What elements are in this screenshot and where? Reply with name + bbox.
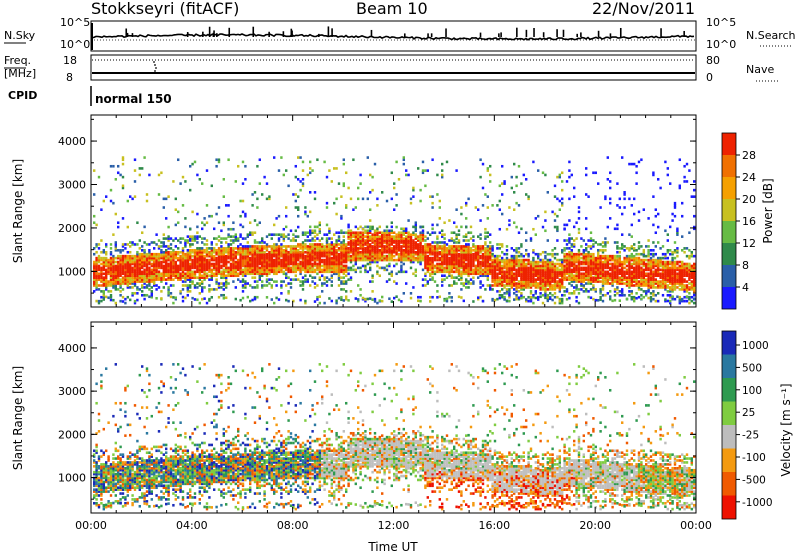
power-colorbar-label: Power [dB] (761, 178, 775, 243)
y-tick-label: 1000 (58, 472, 86, 485)
x-tick-label: 20:00 (579, 519, 611, 532)
x-tick-label: 04:00 (176, 519, 208, 532)
colorbar-tick-label: 8 (742, 259, 749, 272)
x-tick-label: 12:00 (378, 519, 410, 532)
nsky-tick-top: 10^5 (60, 16, 90, 29)
x-axis-title: Time UT (367, 540, 418, 554)
colorbar-swatch (722, 133, 736, 155)
y-tick-label: 3000 (58, 385, 86, 398)
velocity-colorbar: 1000 500 100 25 -25 -100 -500 -1000 (721, 330, 773, 520)
nsky-label: N.Sky (4, 29, 36, 42)
y-tick-label: 1000 (58, 265, 86, 278)
nave-label: Nave (746, 63, 774, 76)
nave-tick-bottom: 0 (706, 71, 713, 84)
station-title: Stokkseyri (fitACF) (91, 0, 240, 18)
power-scatter (93, 156, 696, 305)
freq-panel: Freq. [MHz] 18 8 80 0 Nave (4, 54, 778, 84)
colorbar-swatch (722, 243, 736, 265)
colorbar-swatch (722, 378, 736, 402)
nsearch-tick-top: 10^5 (706, 16, 736, 29)
y-tick-label: 4000 (58, 342, 86, 355)
date-label: 22/Nov/2011 (592, 0, 696, 18)
colorbar-tick-label: -500 (742, 474, 766, 486)
nsearch-label: N.Search (746, 29, 796, 42)
velocity-axes: 4000 3000 2000 1000 00:00 04:00 08:00 12:00 16:0… (58, 322, 712, 532)
power-colorbar: 28 24 20 16 12 8 4 (721, 132, 756, 310)
x-tick-label: 00:00 (680, 519, 712, 532)
nave-tick-top: 80 (706, 54, 720, 67)
cpid-label: CPID (8, 89, 37, 102)
colorbar-swatch (722, 448, 736, 472)
colorbar-tick-label: 28 (742, 149, 756, 162)
velocity-panel: 4000 3000 2000 1000 00:00 04:00 08:00 12:00 16:0… (11, 321, 793, 532)
velocity-colorbar-label: Velocity [m s⁻¹] (779, 383, 793, 476)
nsky-trace (91, 23, 696, 50)
colorbar-tick-label: 20 (742, 193, 756, 206)
colorbar-swatch (722, 331, 736, 355)
nsearch-tick-bottom: 10^0 (706, 38, 736, 51)
freq-label: Freq. (4, 54, 31, 67)
freq-tick-top: 18 (63, 54, 77, 67)
colorbar-swatch (722, 425, 736, 449)
power-panel: 4000 3000 2000 1000 Slant Range [km] 28 24 20… (11, 114, 775, 310)
beam-label: Beam 10 (356, 0, 428, 18)
colorbar-swatch (722, 221, 736, 243)
freq-unit: [MHz] (4, 67, 36, 80)
nsky-tick-bottom: 10^0 (60, 38, 90, 51)
colorbar-tick-label: 25 (742, 407, 755, 419)
colorbar-swatch (722, 155, 736, 177)
colorbar-tick-label: 4 (742, 281, 749, 294)
nsky-panel: N.Sky 10^5 10^0 10^5 10^0 N.Search (4, 16, 796, 52)
y-tick-label: 4000 (58, 135, 86, 148)
power-ylabel: Slant Range [km] (11, 159, 25, 263)
cpid-value: normal 150 (95, 92, 172, 106)
colorbar-swatch (722, 495, 736, 519)
colorbar-tick-label: 24 (742, 171, 756, 184)
colorbar-tick-label: 16 (742, 215, 756, 228)
y-tick-label: 3000 (58, 179, 86, 192)
colorbar-tick-label: -25 (742, 430, 759, 442)
colorbar-tick-label: 500 (742, 362, 762, 374)
colorbar-tick-label: 12 (742, 237, 756, 250)
colorbar-swatch (722, 287, 736, 309)
y-tick-label: 2000 (58, 222, 86, 235)
y-tick-label: 2000 (58, 428, 86, 441)
colorbar-swatch (722, 472, 736, 496)
velocity-ylabel: Slant Range [km] (11, 366, 25, 470)
colorbar-tick-label: 1000 (742, 340, 769, 352)
colorbar-swatch (722, 199, 736, 221)
velocity-scatter (93, 363, 696, 511)
x-tick-label: 00:00 (75, 519, 107, 532)
freq-tick-bottom: 8 (66, 71, 73, 84)
colorbar-swatch (722, 265, 736, 287)
colorbar-tick-label: -1000 (742, 497, 773, 509)
x-tick-label: 08:00 (277, 519, 309, 532)
colorbar-swatch (722, 354, 736, 378)
colorbar-tick-label: -100 (742, 452, 766, 464)
power-axes: 4000 3000 2000 1000 (58, 115, 697, 307)
colorbar-swatch (722, 401, 736, 425)
colorbar-swatch (722, 177, 736, 199)
cpid-panel: CPID normal 150 (8, 86, 172, 106)
colorbar-tick-label: 100 (742, 385, 762, 397)
x-tick-label: 16:00 (478, 519, 510, 532)
